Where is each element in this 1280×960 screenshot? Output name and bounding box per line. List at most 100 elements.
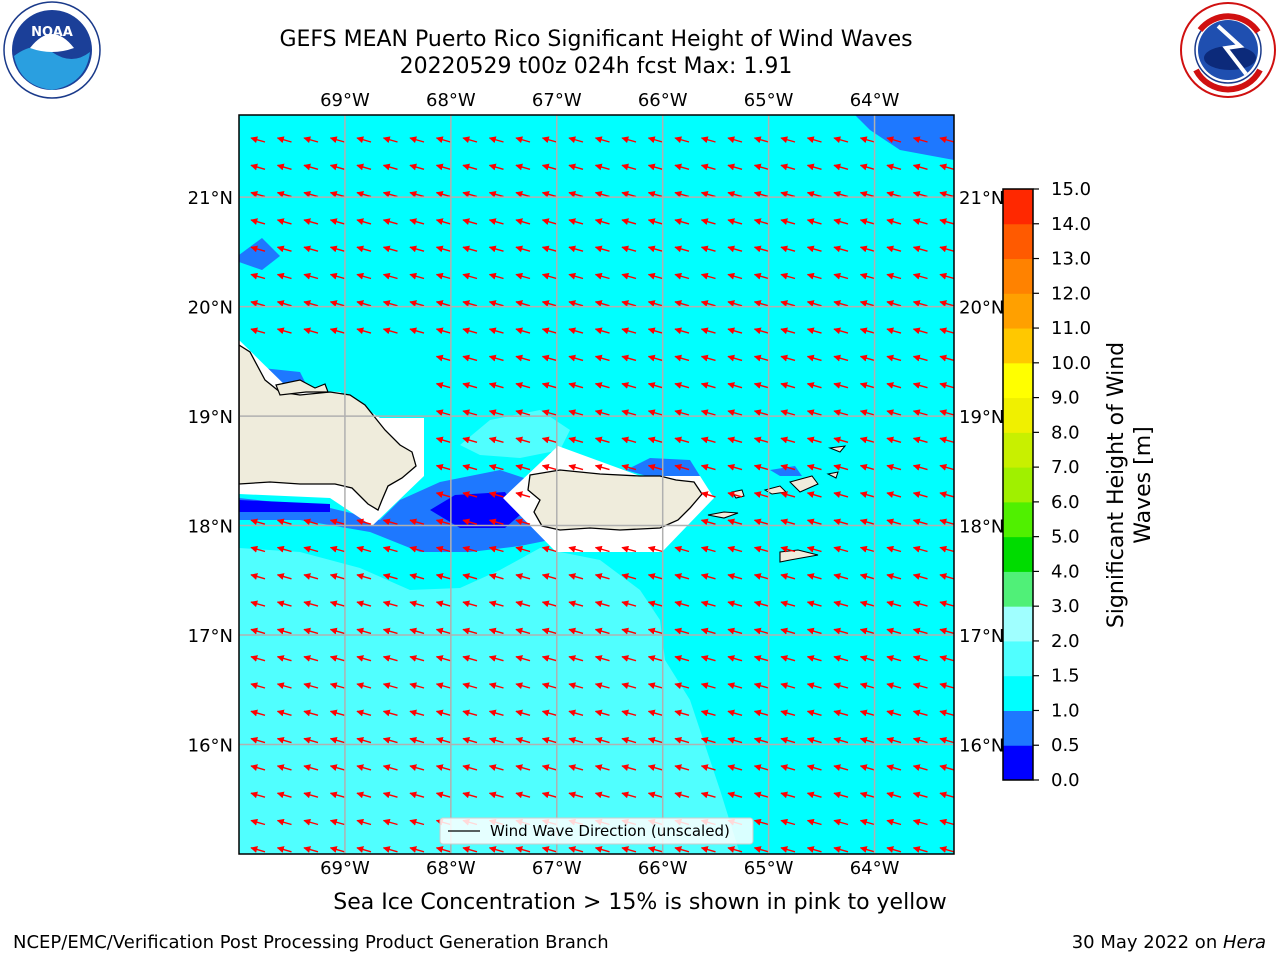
wave-arrow [515, 300, 531, 307]
wave-arrow [859, 354, 875, 362]
lon-tick-label: 68°W [426, 858, 476, 879]
wave-arrow [647, 136, 663, 144]
wave-arrow [462, 846, 478, 853]
chart-title: GEFS MEAN Puerto Rico Significant Height… [279, 27, 913, 52]
wave-arrow [753, 354, 769, 362]
wave-arrow [356, 300, 372, 307]
wave-arrow [594, 409, 610, 417]
wave-arrow [647, 163, 663, 171]
wave-arrow [912, 436, 928, 444]
colorbar-segment [1003, 189, 1033, 225]
wave-arrow [568, 327, 584, 335]
noaa-logo-text: NOAA [31, 25, 73, 40]
wave-arrow [594, 163, 610, 171]
wave-arrow [382, 272, 398, 280]
legend-label: Wind Wave Direction (unscaled) [490, 822, 730, 840]
wave-arrow [594, 245, 610, 253]
wave-arrow [886, 573, 902, 580]
wave-arrow [515, 190, 531, 198]
wave-arrow [329, 791, 345, 799]
lat-tick-label: 21°N [959, 188, 1004, 209]
wave-arrow [409, 190, 425, 198]
wave-arrow [939, 573, 954, 580]
wave-arrow [409, 709, 425, 717]
colorbar-tick-label: 8.0 [1051, 422, 1080, 443]
wave-arrow [727, 655, 743, 662]
wave-arrow [356, 600, 372, 608]
wave-arrow [568, 655, 584, 662]
wave-fill-1.5-2.0 [239, 548, 740, 854]
wave-arrow [780, 463, 796, 471]
wave-arrow [753, 600, 769, 608]
wave-arrow [674, 655, 690, 662]
lat-tick-label: 16°N [959, 736, 1004, 757]
wave-arrow [939, 409, 954, 417]
wave-arrow [303, 791, 319, 799]
wave-arrow [303, 573, 319, 580]
colorbar-tick-label: 3.0 [1051, 596, 1080, 617]
wave-arrow [859, 491, 875, 498]
wave-arrow [674, 272, 690, 280]
wave-arrow [541, 736, 557, 744]
colorbar-tick-label: 1.5 [1051, 666, 1080, 687]
wave-arrow [912, 163, 928, 171]
wave-arrow [912, 791, 928, 799]
wave-arrow [488, 463, 504, 471]
wave-arrow [250, 272, 266, 280]
wave-arrow [541, 655, 557, 662]
wave-arrow [435, 190, 451, 198]
wave-arrow [833, 627, 849, 635]
wave-arrow [409, 573, 425, 580]
wave-arrow [488, 300, 504, 307]
wave-arrow [859, 600, 875, 608]
wave-arrow [488, 272, 504, 280]
wave-arrow [753, 518, 769, 526]
wave-arrow [753, 436, 769, 444]
wave-arrow [674, 327, 690, 335]
wave-arrow [488, 573, 504, 580]
wave-arrow [939, 136, 954, 144]
wave-arrow [541, 190, 557, 198]
wave-arrow [753, 327, 769, 335]
wave-arrow [647, 272, 663, 280]
colorbar-tick-label: 0.5 [1051, 735, 1080, 756]
wave-arrow [329, 218, 345, 225]
colorbar-segment [1003, 293, 1033, 329]
wave-arrow [356, 791, 372, 799]
wave-arrow [833, 354, 849, 362]
wave-arrow [276, 300, 292, 307]
wave-arrow [303, 272, 319, 280]
wave-arrow [488, 491, 504, 498]
wave-arrow [621, 354, 637, 362]
wave-arrow [435, 463, 451, 471]
wave-arrow [647, 573, 663, 580]
wave-arrow [594, 190, 610, 198]
wave-arrow [382, 245, 398, 253]
wave-arrow [621, 463, 637, 471]
wave-arrow [568, 682, 584, 690]
colorbar-segment [1003, 501, 1033, 538]
wave-arrow [886, 818, 902, 826]
wave-arrow [780, 600, 796, 608]
wave-arrow [859, 163, 875, 171]
wave-arrow [515, 709, 531, 717]
colorbar-tick-label: 6.0 [1051, 492, 1080, 513]
footer-date-text: 30 May 2022 on [1071, 932, 1223, 953]
wave-arrow [886, 409, 902, 417]
colorbar-segment [1003, 328, 1033, 364]
wave-arrow [435, 764, 451, 771]
wave-arrow [568, 245, 584, 253]
wave-arrow [833, 764, 849, 771]
wave-arrow [886, 682, 902, 690]
wave-arrow [594, 436, 610, 444]
wave-arrow [409, 818, 425, 826]
wave-arrow [621, 736, 637, 744]
wave-arrow [250, 518, 266, 526]
wave-arrow [303, 627, 319, 635]
wave-arrow [488, 655, 504, 662]
wave-arrow [886, 272, 902, 280]
wave-arrow [700, 272, 716, 280]
wave-arrow [303, 818, 319, 826]
wave-arrow [886, 736, 902, 744]
wave-arrow [462, 218, 478, 225]
